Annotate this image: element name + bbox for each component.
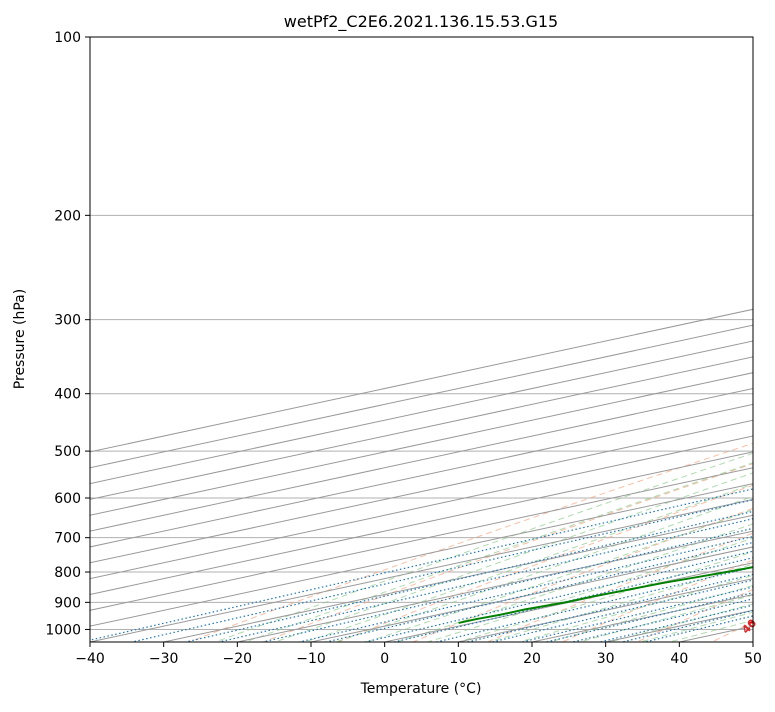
- x-tick-label: −40: [75, 651, 105, 667]
- y-axis-label: Pressure (hPa): [12, 289, 28, 389]
- x-tick-label: 50: [744, 651, 762, 667]
- x-axis-label: Temperature (°C): [360, 681, 482, 697]
- mixing-ratio-line-30: [619, 609, 753, 642]
- y-tick-label: 1000: [45, 622, 81, 638]
- moist-adiabat--12: [273, 472, 753, 642]
- x-tick-label: −10: [296, 651, 326, 667]
- plot-frame: [89, 36, 754, 643]
- x-tick-label: 30: [597, 651, 615, 667]
- moist-adiabat-16: [486, 563, 753, 642]
- moist-adiabat-24: [547, 585, 753, 642]
- moist-adiabat--20: [213, 452, 753, 642]
- dry-adiabat--20: [262, 463, 753, 642]
- x-tick-label: 20: [523, 651, 541, 667]
- isotherm--80: [90, 435, 753, 580]
- y-tick-label: 600: [54, 491, 81, 507]
- mixing-ratio-line-25: [597, 604, 753, 642]
- y-tick-label: 100: [54, 30, 81, 46]
- profile-lines: [458, 566, 753, 624]
- y-tick-label: 700: [54, 531, 81, 547]
- mixing-ratio-line-6: [433, 566, 753, 642]
- mixing-ratio-line-2: [323, 541, 753, 642]
- isotherm--150: [90, 324, 753, 469]
- mixing-ratio-line-1.5: [296, 535, 753, 642]
- moist-adiabat-4: [395, 523, 753, 642]
- mixing-ratio-line-1: [260, 527, 753, 642]
- moist-adiabat--8: [303, 483, 753, 642]
- mixing-ratio-line-0.6: [216, 518, 753, 642]
- mixing-ratio-line-0.4: [183, 510, 753, 642]
- isotherm--60: [90, 467, 753, 611]
- moist-adiabat-28: [577, 594, 753, 642]
- moist-adiabat--16: [243, 462, 753, 642]
- isotherm--160: [90, 308, 753, 453]
- x-tick-label: 0: [380, 651, 389, 667]
- x-tick-label: −30: [149, 651, 179, 667]
- moist-adiabat--4: [334, 495, 753, 642]
- chart-title: wetPf2_C2E6.2021.136.15.53.G15: [284, 12, 558, 32]
- y-tick-label: 400: [54, 387, 81, 403]
- isotherm--30: [161, 514, 753, 642]
- mixing-ratio-line-0.1: [90, 488, 753, 641]
- moist-adiabat-32: [607, 603, 753, 642]
- y-tick-label: 300: [54, 313, 81, 329]
- isotherm--20: [234, 530, 753, 642]
- y-tick-label: 800: [54, 565, 81, 581]
- y-tick-label: 200: [54, 208, 81, 224]
- dry-adiabat--10: [336, 484, 753, 642]
- isotherm--70: [90, 451, 753, 595]
- y-tick-label: 500: [54, 444, 81, 460]
- y-tick-label: 900: [54, 595, 81, 611]
- x-tick-label: −20: [223, 651, 253, 667]
- dry-adiabat--30: [187, 442, 753, 642]
- mixing-ratio-line-36: [642, 615, 753, 642]
- dewpoint-profile-line: [458, 566, 753, 624]
- x-tick-label: 40: [670, 651, 688, 667]
- mixing-ratio-line-20: [570, 598, 753, 642]
- isotherm--40: [90, 498, 753, 642]
- mixing-ratio-line-16: [543, 592, 753, 642]
- x-tick-label: 10: [449, 651, 467, 667]
- axes: −40 −30 −20 −10 0 10 20 30 40 50 100 200 300 400 500 60…: [45, 30, 762, 667]
- isotherm--50: [90, 483, 753, 627]
- isotherm--100: [90, 403, 753, 548]
- background-grid: [90, 37, 753, 642]
- isotherm--90: [90, 419, 753, 564]
